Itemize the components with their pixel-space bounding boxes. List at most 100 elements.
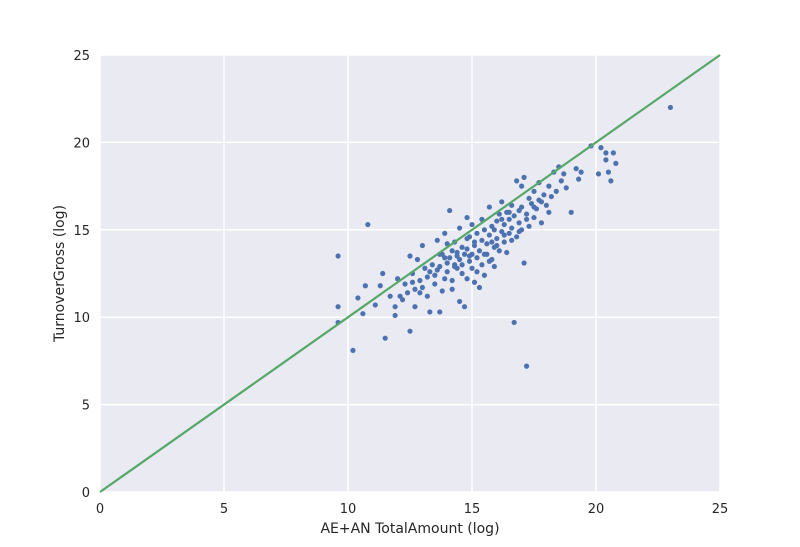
data-point xyxy=(531,188,537,194)
data-point xyxy=(335,253,341,259)
data-point xyxy=(523,363,530,369)
data-point xyxy=(387,293,393,299)
data-point xyxy=(434,267,440,273)
data-point xyxy=(494,242,500,249)
data-point xyxy=(464,276,470,282)
data-point xyxy=(499,216,505,222)
data-point xyxy=(454,253,460,259)
x-tick-label: 10 xyxy=(340,502,357,517)
data-point xyxy=(350,347,356,354)
data-point xyxy=(543,202,550,208)
data-point xyxy=(412,304,418,310)
data-point xyxy=(427,269,433,275)
data-point xyxy=(491,227,497,233)
data-point xyxy=(546,209,552,215)
data-point xyxy=(447,207,453,214)
data-point xyxy=(479,237,485,243)
data-point xyxy=(531,204,537,210)
data-point xyxy=(578,169,584,175)
data-point xyxy=(362,283,368,289)
data-point xyxy=(523,216,530,222)
data-point xyxy=(424,293,430,299)
y-axis-label: TurnoverGross (log) xyxy=(52,205,68,343)
data-point xyxy=(466,253,473,259)
data-point xyxy=(501,239,507,245)
data-point xyxy=(461,304,468,310)
data-point xyxy=(424,274,430,280)
data-point xyxy=(464,235,470,242)
data-point xyxy=(506,216,512,222)
data-point xyxy=(427,309,433,315)
data-point xyxy=(461,251,468,257)
data-point xyxy=(481,251,487,257)
data-point xyxy=(377,283,383,289)
data-point xyxy=(526,195,532,201)
data-point xyxy=(667,104,674,111)
data-point xyxy=(538,220,545,226)
data-point xyxy=(464,214,470,221)
data-point xyxy=(476,248,483,254)
data-point xyxy=(509,237,515,243)
data-point xyxy=(499,199,505,205)
data-point xyxy=(392,312,398,319)
y-tick-labels: 0 5 10 15 20 25 xyxy=(73,49,90,501)
data-point xyxy=(419,242,425,249)
data-point xyxy=(437,309,443,315)
data-point xyxy=(546,183,552,189)
data-point xyxy=(608,178,614,184)
data-point xyxy=(469,221,475,228)
data-point xyxy=(494,218,500,224)
data-point xyxy=(442,276,448,282)
data-point xyxy=(432,272,438,278)
data-point xyxy=(380,270,386,277)
data-point xyxy=(553,188,559,194)
data-point xyxy=(417,277,423,284)
data-point xyxy=(474,230,480,236)
data-point xyxy=(481,272,487,278)
data-point xyxy=(414,256,421,263)
data-point xyxy=(561,171,567,177)
data-point xyxy=(474,269,480,275)
reference-line-y-equals-x xyxy=(99,54,721,493)
data-point xyxy=(598,145,604,151)
x-tick-label: 25 xyxy=(712,502,729,517)
data-point xyxy=(486,258,492,264)
data-point xyxy=(442,230,448,236)
data-point xyxy=(419,284,425,291)
data-point xyxy=(404,290,411,296)
data-point xyxy=(360,311,366,317)
data-point xyxy=(397,293,403,299)
data-point xyxy=(519,183,525,189)
x-tick-label: 15 xyxy=(464,502,481,517)
data-point xyxy=(464,246,470,252)
data-point xyxy=(447,255,453,261)
data-point xyxy=(521,174,527,180)
data-point xyxy=(514,234,520,240)
y-tick-label: 20 xyxy=(73,136,90,151)
x-tick-label: 5 xyxy=(220,502,228,517)
data-point xyxy=(603,150,609,156)
data-point xyxy=(407,328,413,334)
y-tick-label: 0 xyxy=(82,486,90,501)
x-axis-label: AE+AN TotalAmount (log) xyxy=(320,521,499,537)
data-point xyxy=(392,304,398,310)
data-point xyxy=(558,178,564,184)
data-point xyxy=(504,249,510,256)
data-point xyxy=(506,230,512,236)
data-point xyxy=(476,284,483,291)
data-point xyxy=(474,255,480,261)
data-point xyxy=(417,290,423,296)
data-point xyxy=(429,262,435,268)
data-point xyxy=(409,279,416,285)
data-point xyxy=(412,286,418,292)
data-point xyxy=(372,302,378,308)
data-point xyxy=(484,241,490,247)
data-point xyxy=(501,232,507,238)
data-point xyxy=(457,225,463,231)
x-tick-labels: 0 5 10 15 20 25 xyxy=(96,502,728,517)
data-point xyxy=(365,221,371,228)
data-point xyxy=(449,248,455,254)
data-point xyxy=(538,199,545,205)
data-point xyxy=(471,279,478,285)
data-point xyxy=(509,225,515,231)
